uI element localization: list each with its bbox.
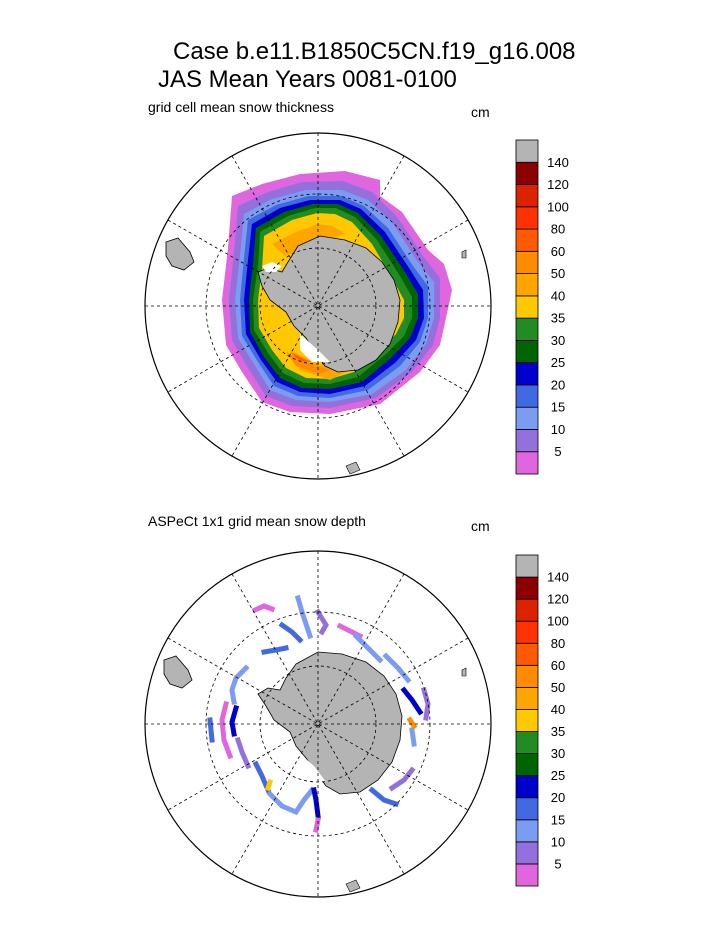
panel-2-title: ASPeCt 1x1 grid mean snow depth	[148, 513, 366, 529]
antarctica-land-obs	[257, 651, 403, 795]
title-line-2: JAS Mean Years 0081-0100	[158, 66, 457, 93]
south-america-land-obs	[163, 655, 193, 689]
colorbar-model-tick-label: 15	[551, 400, 565, 415]
colorbar-obs-tick-label: 10	[551, 834, 565, 849]
colorbar-model-swatch-2	[515, 406, 539, 430]
map-boundary	[144, 132, 492, 480]
colorbar-obs-tick-label: 35	[551, 724, 565, 739]
colorbar-model-tick-label: 5	[554, 444, 561, 459]
colorbar-model-tick-label: 40	[551, 288, 565, 303]
colorbar-model-swatch-4	[515, 362, 539, 386]
panel-1-units: cm	[471, 104, 490, 120]
colorbar-obs-swatch-7	[515, 709, 539, 732]
colorbar-obs-tick-label: 20	[551, 790, 565, 805]
colorbar-obs-tick-label: 15	[551, 812, 565, 827]
colorbar-obs-tick-label: 100	[547, 614, 569, 629]
graticule-lines	[145, 133, 491, 479]
colorbar-obs-swatch-3	[515, 797, 539, 821]
colorbar-model-swatch-6	[515, 317, 539, 341]
colorbar-obs-swatch-6	[515, 731, 539, 754]
snow-band-50cm	[272, 224, 345, 256]
panel-2-units: cm	[471, 518, 490, 534]
colorbar-model-tick-label: 20	[551, 377, 565, 392]
colorbar-model-swatch-9	[515, 250, 539, 274]
colorbar-model-tick-label: 50	[551, 266, 565, 281]
snow-band-50cm-b	[290, 350, 360, 380]
colorbar-obs: 5 10 15 20 25 30 35 40 50 60 80 100 120 140	[515, 554, 569, 887]
graticule-lines-obs	[145, 551, 491, 897]
colorbar-obs-swatch-11	[515, 620, 539, 644]
south-america-land	[165, 237, 195, 271]
colorbar-model-swatch-3	[515, 384, 539, 408]
map-panel-obs	[144, 550, 492, 898]
colorbar-obs-swatch-12	[515, 598, 539, 622]
colorbar-model-tick-label: 100	[547, 199, 569, 214]
colorbar-obs-swatch-2	[515, 819, 539, 843]
title-line-1: Case b.e11.B1850C5CN.f19_g16.008	[173, 38, 576, 65]
colorbar-model-tick-label: 25	[551, 355, 565, 370]
colorbar-obs-swatch-13	[515, 576, 539, 600]
colorbar-obs-swatch-1	[515, 841, 539, 865]
colorbar-obs-swatch-0	[515, 863, 539, 887]
colorbar-obs-tick-label: 25	[551, 768, 565, 783]
colorbar-model-swatch-14	[515, 139, 539, 163]
colorbar-model-swatch-5	[515, 339, 539, 364]
ship-tracks	[207, 594, 431, 833]
colorbar-obs-tick-label: 80	[551, 636, 565, 651]
colorbar-obs-swatch-5	[515, 753, 539, 777]
colorbar-obs-tick-label: 30	[551, 746, 565, 761]
colorbar-model: 5 10 15 20 25 30 35 40 50 60 80 100 120 140	[515, 139, 569, 475]
colorbar-obs-swatch-8	[515, 687, 539, 710]
colorbar-obs-tick-label: 50	[551, 680, 565, 695]
map-boundary-obs	[144, 550, 492, 898]
colorbar-model-tick-label: 140	[547, 155, 569, 170]
colorbar-obs-tick-label: 5	[554, 856, 561, 871]
colorbar-obs-tick-label: 60	[551, 658, 565, 673]
colorbar-model-tick-label: 35	[551, 311, 565, 326]
colorbar-obs-swatch-4	[515, 775, 539, 799]
colorbar-model-swatch-12	[515, 184, 539, 208]
colorbar-obs-swatch-9	[515, 664, 539, 688]
colorbar-obs-tick-label: 120	[547, 592, 569, 607]
colorbar-model-swatch-11	[515, 206, 539, 230]
antarctica-land	[257, 235, 401, 373]
colorbar-obs-swatch-10	[515, 642, 539, 666]
panel-1-title: grid cell mean snow thickness	[148, 99, 334, 115]
colorbar-model-tick-label: 60	[551, 244, 565, 259]
colorbar-obs-tick-label: 140	[547, 570, 569, 585]
colorbar-model-swatch-13	[515, 161, 539, 185]
colorbar-obs-swatch-14	[515, 554, 539, 578]
colorbar-model-tick-label: 80	[551, 222, 565, 237]
snow-band-80cm	[290, 352, 312, 362]
colorbar-model-swatch-0	[515, 451, 539, 475]
colorbar-model-tick-label: 120	[547, 177, 569, 192]
colorbar-obs-tick-label: 40	[551, 702, 565, 717]
colorbar-model-swatch-7	[515, 295, 539, 319]
map-panel-model	[144, 132, 492, 480]
colorbar-model-swatch-10	[515, 228, 539, 252]
colorbar-model-tick-label: 10	[551, 422, 565, 437]
colorbar-model-swatch-8	[515, 273, 539, 297]
colorbar-model-swatch-1	[515, 429, 539, 453]
colorbar-model-tick-label: 30	[551, 333, 565, 348]
